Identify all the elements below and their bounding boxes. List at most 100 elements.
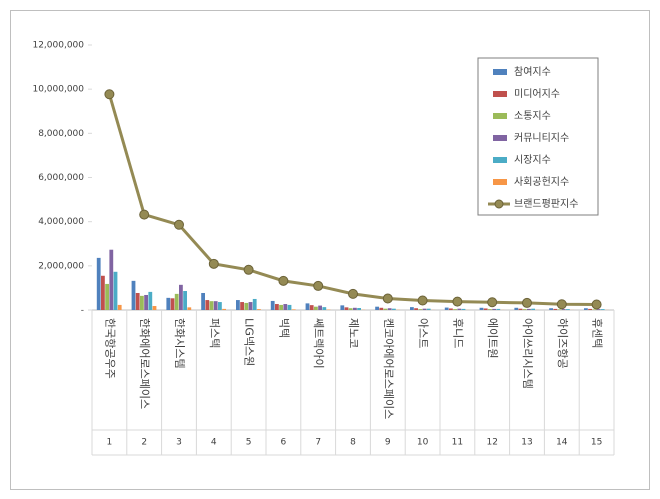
bar (314, 306, 318, 310)
bar (174, 293, 179, 310)
bar (418, 309, 423, 310)
bar (596, 309, 601, 310)
bar (375, 306, 379, 310)
x-tick-label: 한국항공우주 (103, 318, 116, 379)
bar (522, 309, 527, 310)
rank-label: 1 (107, 438, 113, 448)
bar (187, 307, 192, 310)
bar (183, 291, 187, 310)
bar (479, 307, 484, 310)
bar (322, 307, 327, 310)
bar (170, 298, 175, 310)
bar (344, 307, 349, 310)
legend-label: 시장지수 (514, 154, 551, 166)
bar (166, 297, 171, 310)
rank-label: 5 (246, 438, 252, 448)
bar (283, 304, 288, 310)
bar (449, 308, 453, 310)
bar (252, 298, 257, 310)
bar (209, 301, 214, 310)
bar (353, 307, 357, 310)
legend-label: 브랜드평판지수 (514, 198, 578, 210)
bar (588, 308, 592, 310)
legend-label: 소통지수 (514, 110, 551, 122)
bar (557, 309, 562, 310)
x-tick-label: 아스트 (417, 318, 430, 348)
bar (379, 307, 384, 310)
bar (109, 249, 114, 310)
bar (318, 305, 322, 310)
x-tick-label: 한화시스템 (173, 318, 186, 369)
bar (279, 304, 283, 310)
legend-label: 사회공헌지수 (514, 176, 569, 188)
y-tick-label: 10,000,000 (32, 85, 84, 95)
line-marker (243, 264, 254, 275)
y-tick-label: 6,000,000 (38, 173, 84, 183)
bar (387, 308, 392, 310)
y-tick-label: 2,000,000 (38, 261, 84, 271)
bar (561, 309, 566, 310)
line-marker (417, 295, 428, 306)
x-tick-label: 에이트원 (486, 318, 499, 358)
bar (152, 306, 157, 310)
bar (201, 292, 205, 310)
legend-label: 미디어지수 (514, 88, 560, 100)
bar (392, 308, 396, 310)
x-tick-label: 한화에어로스페이스 (138, 318, 151, 409)
rank-label: 11 (452, 438, 463, 448)
x-tick-label: 쎄트렉아이 (312, 318, 325, 369)
line-marker (278, 275, 289, 286)
bar (270, 300, 275, 310)
bar (453, 309, 457, 310)
bar (205, 300, 210, 310)
bar (309, 305, 314, 310)
bar (410, 307, 414, 310)
y-tick-label: - (81, 306, 84, 316)
legend-swatch (493, 157, 507, 163)
bar (496, 308, 501, 310)
x-tick-label: 휴니드 (451, 318, 464, 348)
x-tick-label: 휴센텍 (591, 318, 604, 348)
bar (244, 302, 249, 310)
x-tick-label: 퍼스텍 (208, 318, 221, 348)
legend-label: 커뮤니티지수 (514, 132, 569, 144)
bar (148, 291, 153, 310)
x-tick-label: 켄코아에어로스페이스 (382, 318, 395, 419)
y-tick-label: 4,000,000 (38, 217, 84, 227)
bar (566, 309, 570, 310)
rank-label: 4 (211, 438, 217, 448)
bar (236, 300, 240, 310)
rank-label: 7 (315, 438, 321, 448)
bar (422, 308, 427, 310)
bar (483, 308, 488, 310)
bar (240, 302, 244, 310)
legend-swatch (493, 91, 507, 97)
rank-label: 10 (417, 438, 429, 448)
bar (287, 304, 292, 310)
bar (113, 271, 118, 310)
bar (492, 308, 496, 310)
bar (291, 309, 296, 310)
legend-label: 참여지수 (514, 66, 551, 78)
rank-label: 6 (281, 438, 287, 448)
bar (457, 308, 462, 310)
rank-label: 2 (141, 438, 147, 448)
bar (553, 308, 558, 310)
bar (488, 309, 492, 310)
x-tick-label: 아이쓰리시스템 (521, 318, 534, 389)
bar (96, 257, 101, 310)
x-tick-label: 하이즈항공 (556, 318, 570, 369)
bar (426, 308, 431, 310)
legend-swatch (493, 113, 507, 119)
rank-label: 9 (385, 438, 391, 448)
bar (549, 308, 553, 310)
rank-label: 15 (591, 438, 602, 448)
bar (305, 303, 310, 310)
x-tick-label: 빅텍 (277, 318, 290, 338)
bar (414, 308, 418, 310)
line-marker (208, 258, 219, 269)
bar (348, 308, 353, 310)
rank-label: 3 (176, 438, 182, 448)
line-marker (104, 89, 115, 100)
rank-label: 13 (521, 438, 532, 448)
